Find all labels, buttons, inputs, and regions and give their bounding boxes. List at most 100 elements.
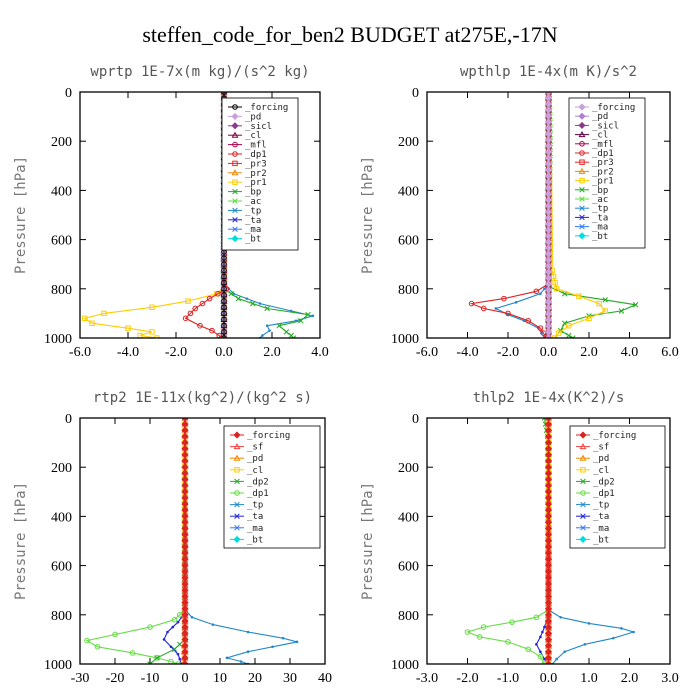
series-point-dp1 [476, 634, 483, 640]
series-point-bp [250, 300, 256, 307]
series-point-tp [225, 656, 229, 660]
series-point-tp [583, 643, 587, 646]
legend-marker [232, 217, 238, 223]
legend-marker [579, 431, 587, 439]
legend: _forcing_pd_sicl_cl_mfl_dp1_pr3_pr2_pr1_… [568, 97, 646, 249]
series-point-tp [559, 615, 562, 619]
series-point-dp1 [525, 646, 532, 653]
x-tick-label: -2.0 [497, 345, 519, 360]
y-tick-label: 1000 [391, 332, 419, 347]
series-point-tp [539, 292, 542, 296]
legend-marker [580, 513, 586, 519]
legend-marker [578, 167, 586, 174]
x-tick-label: 6.0 [661, 345, 679, 360]
series-point-dp1 [537, 653, 544, 660]
series-point-pr1 [576, 293, 582, 299]
series-point-tp [522, 319, 526, 323]
plot-frame [79, 91, 321, 339]
series-point-forcing [221, 316, 227, 323]
series-point-forcing [221, 255, 227, 261]
legend-label: _forcing [593, 431, 636, 441]
legend-marker [231, 131, 239, 138]
legend-label: _pr3 [245, 159, 267, 169]
legend-label: _dp2 [247, 477, 269, 487]
legend-label: _tp [592, 204, 608, 214]
series-point-bp [228, 290, 234, 297]
legend-label: _bt [593, 535, 609, 545]
legend-marker [579, 535, 587, 543]
y-tick-label: 800 [51, 283, 72, 298]
x-tick-label: 0.0 [540, 671, 558, 686]
series-point-tp [239, 660, 243, 663]
legend-marker [231, 169, 239, 176]
series-point-pr1 [553, 286, 560, 292]
series-point-tp [295, 640, 299, 644]
legend-label: _pd [593, 454, 609, 464]
series-point-tp [514, 301, 518, 304]
series-point-pr1 [125, 325, 131, 331]
legend-marker [580, 478, 586, 485]
series-line-tp [184, 418, 298, 664]
legend-marker [234, 513, 240, 519]
series-line-dp1 [85, 418, 186, 664]
series-point-tp [587, 622, 591, 625]
legend-marker [232, 226, 238, 232]
series-line-dp1 [469, 92, 550, 338]
x-tick-label: 40 [318, 671, 332, 686]
series-point-dp2 [176, 641, 183, 648]
legend-label: _ma [592, 223, 608, 233]
series-point-tp [632, 630, 635, 634]
series-point-dp1 [129, 650, 136, 656]
y-tick-label: 1000 [44, 332, 72, 347]
panel-3: rtp2 1E-11x(kg^2)/(kg^2 s) Pressure [hPa]… [13, 390, 332, 686]
legend-label: _pd [592, 112, 608, 122]
plot-area [84, 418, 299, 664]
x-tick-label: 0.0 [215, 345, 233, 360]
x-tick-label: 4.0 [311, 345, 329, 360]
y-tick-label: 600 [398, 560, 419, 575]
y-tick-label: 600 [398, 234, 419, 249]
series-point-forcing [221, 92, 227, 95]
legend-label: _mfl [245, 141, 267, 151]
legend-marker [234, 467, 240, 473]
y-axis-label: Pressure [hPa] [13, 482, 29, 600]
series-point-dp1 [197, 322, 203, 329]
legend-marker [579, 150, 585, 156]
x-tick-label: -2.0 [165, 345, 187, 360]
legend-label: _dp1 [593, 489, 615, 499]
legend-label: _pd [245, 112, 261, 122]
series-point-pr1 [149, 329, 155, 335]
x-tick-label: -4.0 [456, 345, 478, 360]
legend-label: _sf [247, 443, 263, 453]
y-tick-label: 800 [398, 283, 419, 298]
figure-title: steffen_code_for_ben2 BUDGET at275E,-17N [142, 22, 558, 47]
series-point-tp [271, 645, 274, 649]
series-point-dp1 [94, 643, 101, 650]
series-point-tp [555, 657, 558, 661]
legend-label: _ta [247, 512, 263, 522]
legend-marker [579, 223, 585, 230]
y-tick-label: 0 [412, 412, 419, 427]
series-point-pr1 [602, 308, 608, 314]
y-tick-label: 200 [398, 135, 419, 150]
series-point-ta [543, 625, 546, 629]
legend-label: _pd [247, 454, 263, 464]
legend-label: _pr2 [592, 167, 614, 177]
series-point-tp [261, 334, 264, 337]
series-point-dp1 [187, 310, 194, 317]
series-point-bp [602, 297, 608, 303]
series-point-forcing [221, 322, 227, 329]
legend-label: _forcing [247, 431, 290, 441]
series-point-forcing [221, 335, 227, 338]
series-point-forcing [221, 310, 227, 317]
series-line-pr1 [547, 92, 607, 338]
panel-title: wpthlp 1E-4x(m K)/s^2 [460, 64, 637, 80]
legend-marker [232, 151, 238, 157]
legend-marker [578, 232, 586, 240]
y-tick-label: 600 [51, 560, 72, 575]
series-point-dp1 [480, 305, 487, 312]
y-axis-label: Pressure [hPa] [360, 482, 376, 600]
series-point-pr1 [586, 315, 592, 322]
series-point-pr1 [82, 315, 88, 322]
legend-marker [232, 160, 238, 167]
